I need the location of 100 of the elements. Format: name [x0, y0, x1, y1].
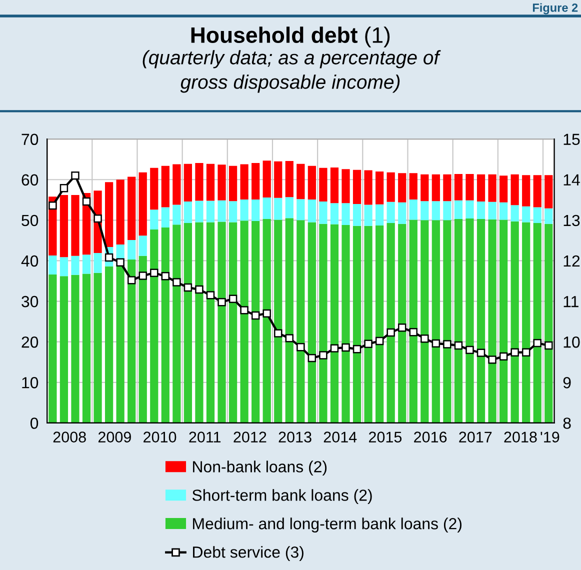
point [432, 339, 440, 348]
bar [352, 170, 362, 204]
bar [184, 223, 192, 423]
bar [522, 222, 530, 423]
bar [60, 195, 68, 258]
point [420, 334, 429, 343]
bar [206, 164, 215, 201]
bar [499, 176, 508, 202]
x-tick-label: 2016 [414, 432, 447, 442]
point [375, 336, 384, 346]
bar [184, 202, 192, 224]
bar [466, 200, 474, 219]
bar [296, 220, 305, 423]
x-tick-label: 2013 [278, 432, 312, 442]
bar [376, 172, 384, 204]
point [218, 298, 226, 306]
bar [432, 220, 440, 423]
bar [285, 197, 294, 218]
point [386, 328, 395, 337]
bar [161, 227, 170, 423]
bar [240, 220, 248, 423]
bar [476, 202, 486, 219]
y-tick-label: 30 [22, 296, 38, 308]
bar [138, 172, 147, 236]
bar [274, 161, 282, 198]
point [544, 341, 553, 350]
legend-label: Non-bank loans (2) [193, 460, 327, 476]
bar [420, 220, 429, 423]
point [466, 346, 474, 354]
bar [342, 203, 350, 226]
bar [466, 174, 474, 200]
point [184, 283, 192, 292]
bar [420, 201, 429, 220]
point [251, 311, 260, 320]
bar [386, 223, 395, 423]
point [71, 171, 80, 180]
bar [533, 207, 542, 224]
bar [172, 164, 181, 205]
bar [522, 206, 530, 222]
point [319, 351, 328, 360]
bar [409, 173, 418, 200]
bar [376, 204, 384, 226]
bar [330, 167, 339, 204]
bar [454, 218, 463, 423]
bar [398, 173, 406, 202]
bar [285, 160, 294, 198]
bar [510, 221, 519, 423]
bar [420, 174, 429, 202]
x-tick-label: 2018 [504, 432, 537, 442]
bar [206, 222, 215, 423]
y2-tick-label: 13 [564, 214, 580, 226]
point [499, 352, 508, 361]
bar [308, 222, 316, 423]
x-tick-label: 2009 [98, 432, 131, 442]
point [342, 343, 350, 352]
bar [296, 164, 305, 200]
bar [330, 203, 339, 224]
bar [195, 200, 204, 222]
bar [104, 182, 114, 247]
bar [533, 175, 542, 208]
bar [544, 224, 553, 423]
legend-label: Medium- and long-term bank loans (2) [193, 518, 462, 532]
point [82, 197, 91, 206]
bar [342, 169, 350, 204]
bar [128, 176, 136, 240]
bar [308, 200, 316, 222]
point [274, 329, 282, 338]
bar [510, 205, 519, 222]
bar [184, 164, 192, 202]
point [195, 285, 204, 294]
point [138, 272, 147, 280]
bar [364, 204, 372, 226]
point [206, 291, 215, 300]
point [172, 278, 181, 286]
x-tick-label: 2011 [189, 432, 221, 442]
bar [342, 225, 350, 423]
point [488, 356, 496, 364]
bar [161, 207, 170, 228]
bar [274, 220, 282, 423]
point [454, 341, 463, 350]
y2-tick-label: 14 [564, 174, 580, 186]
bar [262, 197, 271, 219]
y-tick-label: 60 [22, 174, 38, 186]
bar [71, 256, 80, 275]
bar [82, 254, 91, 274]
point [60, 184, 68, 192]
bar [60, 257, 68, 276]
point [128, 276, 136, 284]
bar [409, 220, 418, 423]
bar [138, 256, 147, 423]
bar [161, 166, 170, 208]
point [364, 340, 372, 348]
point [533, 338, 542, 348]
bar [364, 170, 372, 205]
x-tick-label: 2014 [324, 432, 357, 442]
bar [195, 163, 204, 201]
bar [522, 175, 530, 206]
bar [82, 274, 91, 423]
point [262, 309, 271, 318]
bar [240, 164, 248, 200]
